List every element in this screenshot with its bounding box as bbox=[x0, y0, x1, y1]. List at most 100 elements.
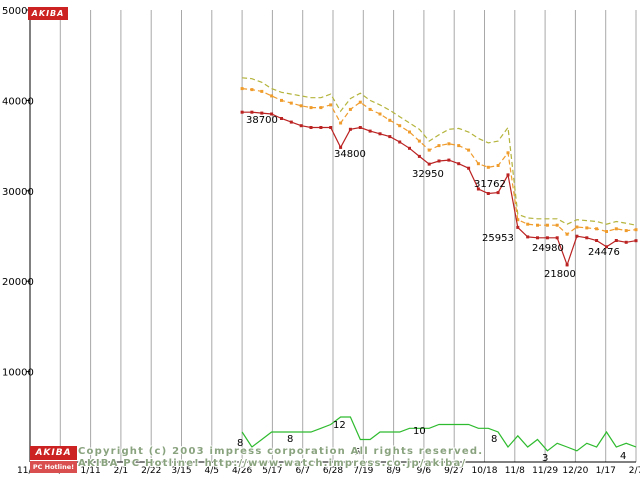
average-price-marker bbox=[545, 223, 549, 227]
x-tick-label: 11/29 bbox=[532, 466, 558, 476]
x-tick-label: 4/5 bbox=[205, 466, 219, 476]
average-price-marker bbox=[280, 98, 283, 102]
average-price-marker bbox=[270, 94, 274, 98]
average-price-marker bbox=[427, 148, 431, 152]
x-tick-label: 5/17 bbox=[262, 466, 282, 476]
lowest-price-marker bbox=[447, 158, 451, 162]
x-tick-label: 12/20 bbox=[562, 466, 588, 476]
lowest-price-marker bbox=[545, 236, 549, 240]
price-label: 34800 bbox=[334, 149, 366, 160]
site-url-line: AKIBA PC Hotline! http://www.watch.impre… bbox=[78, 458, 467, 469]
price-label: 25953 bbox=[482, 233, 514, 244]
average-price-marker bbox=[358, 100, 362, 104]
shop-count-label: 8 bbox=[287, 434, 293, 445]
price-label: 38700 bbox=[246, 115, 278, 126]
x-tick-label: 6/7 bbox=[295, 466, 309, 476]
average-price-marker bbox=[634, 228, 638, 232]
average-price-marker bbox=[417, 139, 421, 143]
akiba-badge: AKIBA bbox=[28, 7, 68, 20]
shop-count-label: 6 bbox=[354, 447, 360, 458]
lowest-price-marker bbox=[388, 135, 392, 139]
shop-count-label: 3 bbox=[542, 453, 548, 464]
average-price-marker bbox=[526, 222, 530, 226]
shop-count-label: 4 bbox=[620, 451, 626, 462]
x-tick-label: 9/6 bbox=[417, 466, 432, 476]
average-price-marker bbox=[289, 101, 293, 105]
average-price-marker bbox=[260, 89, 264, 93]
x-tick-label: 2/22 bbox=[141, 466, 161, 476]
lowest-price-marker bbox=[437, 159, 441, 163]
shop-count-line bbox=[241, 416, 637, 452]
copyright-line: Copyright (c) 2003 impress corporation A… bbox=[78, 446, 484, 457]
average-price-marker bbox=[309, 106, 313, 110]
average-price-marker bbox=[536, 223, 539, 227]
x-tick-label: 3/15 bbox=[171, 466, 191, 476]
average-price-marker bbox=[585, 226, 589, 230]
average-price-marker bbox=[339, 121, 343, 125]
lowest-price-marker bbox=[408, 146, 411, 150]
x-tick-label: 6/28 bbox=[323, 466, 343, 476]
y-tick-label: 10000 bbox=[2, 368, 34, 379]
average-price-marker bbox=[476, 162, 480, 166]
akiba-badge-label: AKIBA bbox=[31, 9, 65, 18]
shop-count-label: 10 bbox=[413, 426, 426, 437]
x-tick-label: 7/19 bbox=[353, 466, 373, 476]
lowest-price-marker bbox=[605, 245, 608, 249]
average-price-marker bbox=[605, 230, 608, 233]
lowest-price-marker bbox=[614, 239, 618, 242]
lowest-price-marker bbox=[358, 126, 362, 129]
average-price-marker bbox=[299, 104, 303, 108]
shop-count-label: 12 bbox=[333, 420, 346, 431]
lowest-price-marker bbox=[427, 162, 431, 166]
average-price-marker bbox=[614, 227, 618, 231]
lowest-price-marker bbox=[467, 166, 471, 170]
lowest-price-marker bbox=[565, 263, 569, 267]
lowest-price-marker bbox=[417, 154, 421, 158]
lowest-price-marker bbox=[240, 110, 244, 114]
x-tick-label: 2/1 bbox=[114, 466, 128, 476]
x-tick-label: 11/8 bbox=[505, 466, 525, 476]
average-price-marker bbox=[595, 227, 599, 231]
lowest-price-marker bbox=[378, 132, 382, 136]
average-price-marker bbox=[319, 106, 323, 110]
lowest-price-marker bbox=[595, 239, 599, 242]
lowest-price-marker bbox=[506, 173, 510, 177]
lowest-price-marker bbox=[260, 111, 264, 115]
lowest-price-marker bbox=[516, 225, 520, 229]
shop-count-label: 8 bbox=[491, 434, 497, 445]
average-price-marker bbox=[624, 229, 628, 233]
highest-price-line bbox=[242, 77, 637, 226]
average-price-marker bbox=[398, 124, 402, 128]
lowest-price-marker bbox=[536, 236, 539, 240]
average-price-marker bbox=[388, 118, 392, 122]
average-price-marker bbox=[555, 223, 559, 227]
average-price-marker bbox=[575, 225, 579, 229]
average-price-marker bbox=[496, 164, 500, 167]
x-tick-label: 10/18 bbox=[472, 466, 498, 476]
lowest-price-marker bbox=[339, 145, 343, 149]
average-price-marker bbox=[408, 130, 411, 134]
logo-pc-hotline-text: PC Hotline! bbox=[30, 460, 77, 473]
x-tick-label: 1/11 bbox=[80, 466, 100, 476]
average-price-marker bbox=[457, 144, 461, 148]
y-tick-label: 40000 bbox=[2, 96, 34, 107]
lowest-price-marker bbox=[250, 110, 254, 114]
lowest-price-marker bbox=[575, 234, 579, 238]
x-tick-label: 1/17 bbox=[596, 466, 616, 476]
lowest-price-marker bbox=[486, 192, 490, 195]
y-tick-label: 50000 bbox=[2, 6, 34, 17]
average-price-marker bbox=[240, 87, 244, 91]
average-price-marker bbox=[565, 232, 569, 236]
y-tick-label: 30000 bbox=[2, 187, 34, 198]
lowest-price-marker bbox=[634, 239, 638, 243]
lowest-price-marker bbox=[398, 140, 402, 144]
akiba-pc-hotline-logo: AKIBA PC Hotline! bbox=[30, 446, 77, 474]
average-price-marker bbox=[467, 148, 471, 152]
lowest-price-marker bbox=[476, 187, 480, 191]
price-label: 24980 bbox=[532, 243, 564, 254]
price-label: 24476 bbox=[588, 247, 620, 258]
lowest-price-marker bbox=[496, 191, 500, 195]
average-price-marker bbox=[368, 107, 372, 111]
lowest-price-marker bbox=[280, 117, 283, 120]
